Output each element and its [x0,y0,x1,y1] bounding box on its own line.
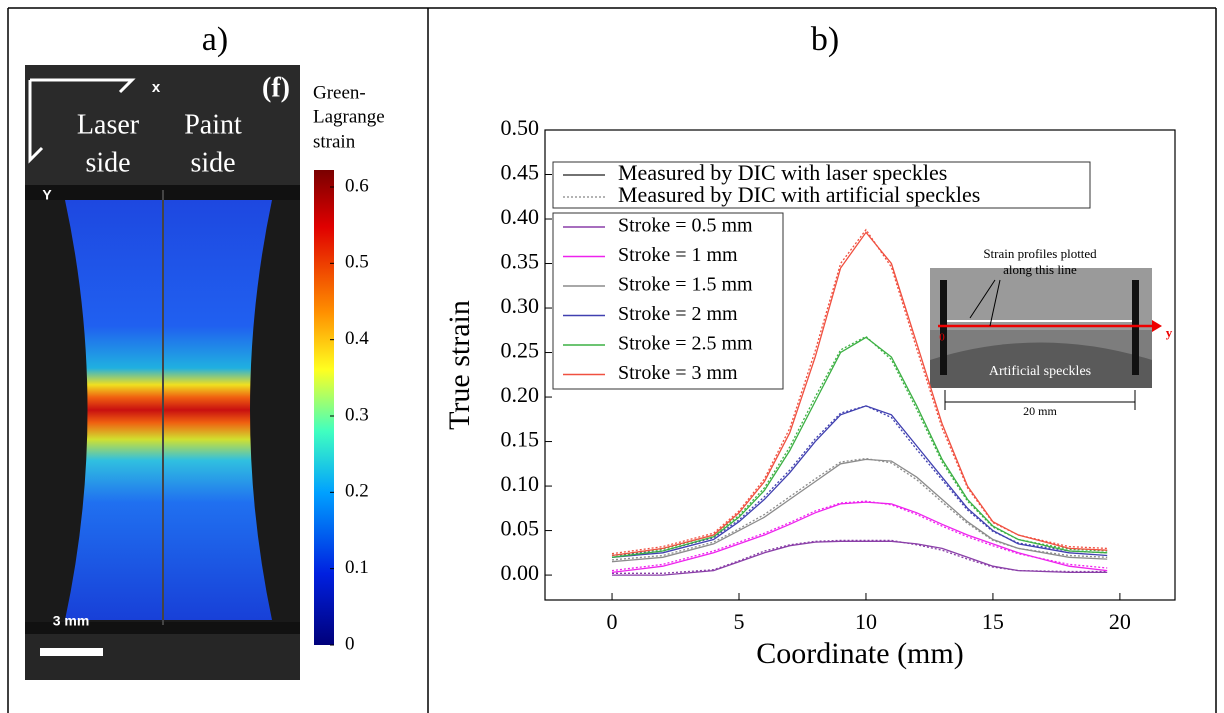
map-axis: Y [42,187,52,203]
y-tick-label: 0.45 [501,160,540,185]
line-artificial [611,500,1108,572]
inset-image [930,268,1162,410]
legend-label: Measured by DIC with laser speckles [618,160,947,185]
x-tick-label: 5 [734,609,745,634]
colorbar-tick-label: 0.1 [345,557,369,578]
map-label: side [85,147,130,178]
y-tick-label: 0.10 [501,471,540,496]
colorbar-tick-label: 0.3 [345,404,369,425]
legend [552,161,1091,209]
x-tick-label: 0 [607,609,618,634]
colorbar-tick-label: 0.6 [345,175,369,196]
colorbar-tick-label: 0.2 [345,481,369,502]
panel-label: a) [202,21,228,58]
y-tick-label: 0.05 [501,516,540,541]
legend-label: Stroke = 1.5 mm [618,274,753,296]
scale-bar-label: 3 mm [53,613,90,629]
y-tick-label: 0.30 [501,293,540,318]
map-label: Paint [184,109,242,140]
colorbar-title: Green- [313,82,366,103]
legend-label: Stroke = 2.5 mm [618,333,753,355]
inset-axis: y [1166,325,1173,340]
colorbar-tick-label: 0 [345,633,355,654]
colorbar-title: strain [313,131,356,152]
panel-label: b) [811,21,839,58]
y-tick-label: 0.50 [501,115,540,140]
x-axis-title: Coordinate (mm) [756,637,963,670]
inset-label: Artificial speckles [989,364,1091,379]
legend-label: Stroke = 2 mm [618,303,738,325]
line-laser [612,540,1108,576]
legend [552,212,784,390]
plot-frame [544,129,1176,601]
colorbar [314,170,334,645]
legend-label: Stroke = 3 mm [618,362,738,384]
line-laser [611,458,1108,563]
colorbar-title: Lagrange [313,106,385,127]
strain-map [25,65,300,680]
inset-note: Strain profiles plotted [983,246,1097,261]
y-tick-label: 0.20 [501,382,540,407]
legend-label: Measured by DIC with artificial speckles [618,182,980,207]
y-tick-label: 0.15 [501,427,540,452]
colorbar-tick-label: 0.5 [345,252,369,273]
inset-note: along this line [1003,262,1077,277]
line-artificial [611,405,1108,557]
line-laser [611,405,1108,558]
line-laser [611,501,1108,574]
y-tick-label: 0.40 [501,204,540,229]
x-tick-label: 15 [982,609,1004,634]
inset-dimension: 20 mm [1023,404,1057,418]
y-tick-label: 0.35 [501,249,540,274]
inset-origin: 0 [939,332,945,344]
x-tick-label: 10 [855,609,877,634]
map-label: side [190,147,235,178]
y-tick-label: 0.25 [501,338,540,363]
map-tag: (f) [262,72,290,103]
x-tick-label: 20 [1109,609,1131,634]
map-axis: x [152,79,161,96]
legend-label: Stroke = 1 mm [618,244,738,266]
line-laser [611,336,1108,558]
y-tick-label: 0.00 [501,560,540,585]
table-border [7,7,1217,713]
y-axis-title: True strain [443,300,476,430]
map-label: Laser [77,109,140,140]
line-laser [611,231,1108,557]
colorbar-tick-label: 0.4 [345,328,369,349]
legend-label: Stroke = 0.5 mm [618,215,753,237]
